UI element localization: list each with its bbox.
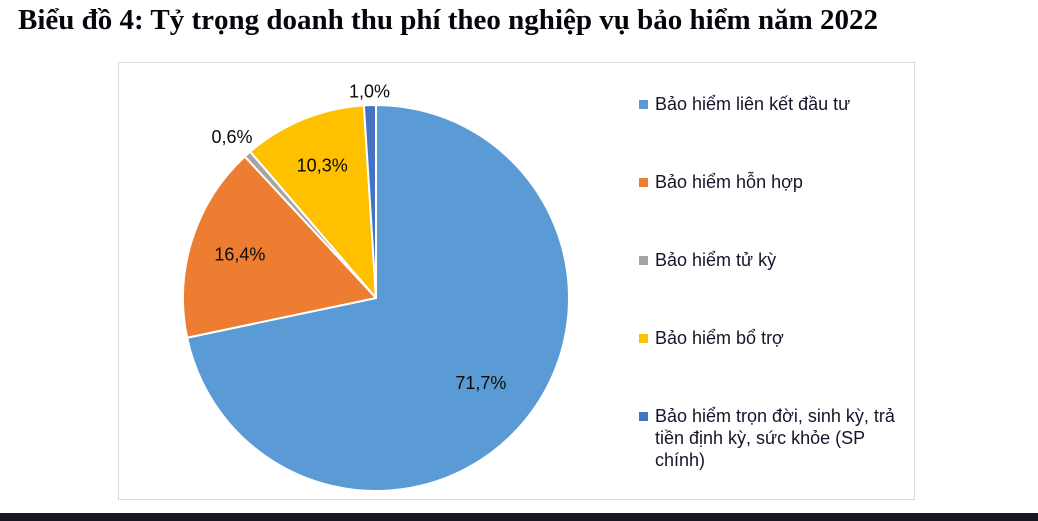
pie-data-label: 16,4% (214, 245, 265, 265)
pie-slice (249, 104, 377, 299)
chart-container: 71,7% 16,4% 0,6% 10,3% 1,0% Bảo hiểm liên kế… (118, 62, 915, 500)
pie-chart: 71,7% 16,4% 0,6% 10,3% 1,0% (182, 82, 570, 492)
legend-item: Bảo hiểm trọn đời, sinh kỳ, trả tiền địn… (639, 405, 907, 471)
legend-label: Bảo hiểm tử kỳ (655, 250, 777, 270)
chart-legend: Bảo hiểm liên kết đầu tư Bảo hiểm hỗn hợ… (639, 63, 907, 521)
pie-data-label: 10,3% (297, 156, 348, 176)
pie-slice (186, 104, 570, 492)
page-bottom-bar (0, 513, 1038, 521)
legend-item: Bảo hiểm bổ trợ (639, 327, 907, 349)
pie-slice (182, 155, 377, 339)
pie-data-label: 1,0% (349, 82, 390, 102)
pie-data-label: 0,6% (211, 127, 252, 147)
legend-marker-square-icon (639, 100, 648, 109)
legend-label: Bảo hiểm bổ trợ (655, 328, 784, 348)
legend-marker-square-icon (639, 256, 648, 265)
legend-item: Bảo hiểm hỗn hợp (639, 171, 907, 193)
pie-slice (362, 103, 377, 299)
chart-title: Biểu đồ 4: Tỷ trọng doanh thu phí theo n… (18, 4, 879, 36)
legend-label: Bảo hiểm hỗn hợp (655, 172, 803, 192)
legend-marker-square-icon (639, 178, 648, 187)
legend-label: Bảo hiểm liên kết đầu tư (655, 94, 851, 114)
legend-item: Bảo hiểm liên kết đầu tư (639, 93, 907, 115)
pie-data-label: 71,7% (455, 373, 506, 393)
legend-marker-square-icon (639, 412, 648, 421)
legend-marker-square-icon (639, 334, 648, 343)
legend-label: Bảo hiểm trọn đời, sinh kỳ, trả tiền địn… (655, 406, 895, 470)
legend-item: Bảo hiểm tử kỳ (639, 249, 907, 271)
